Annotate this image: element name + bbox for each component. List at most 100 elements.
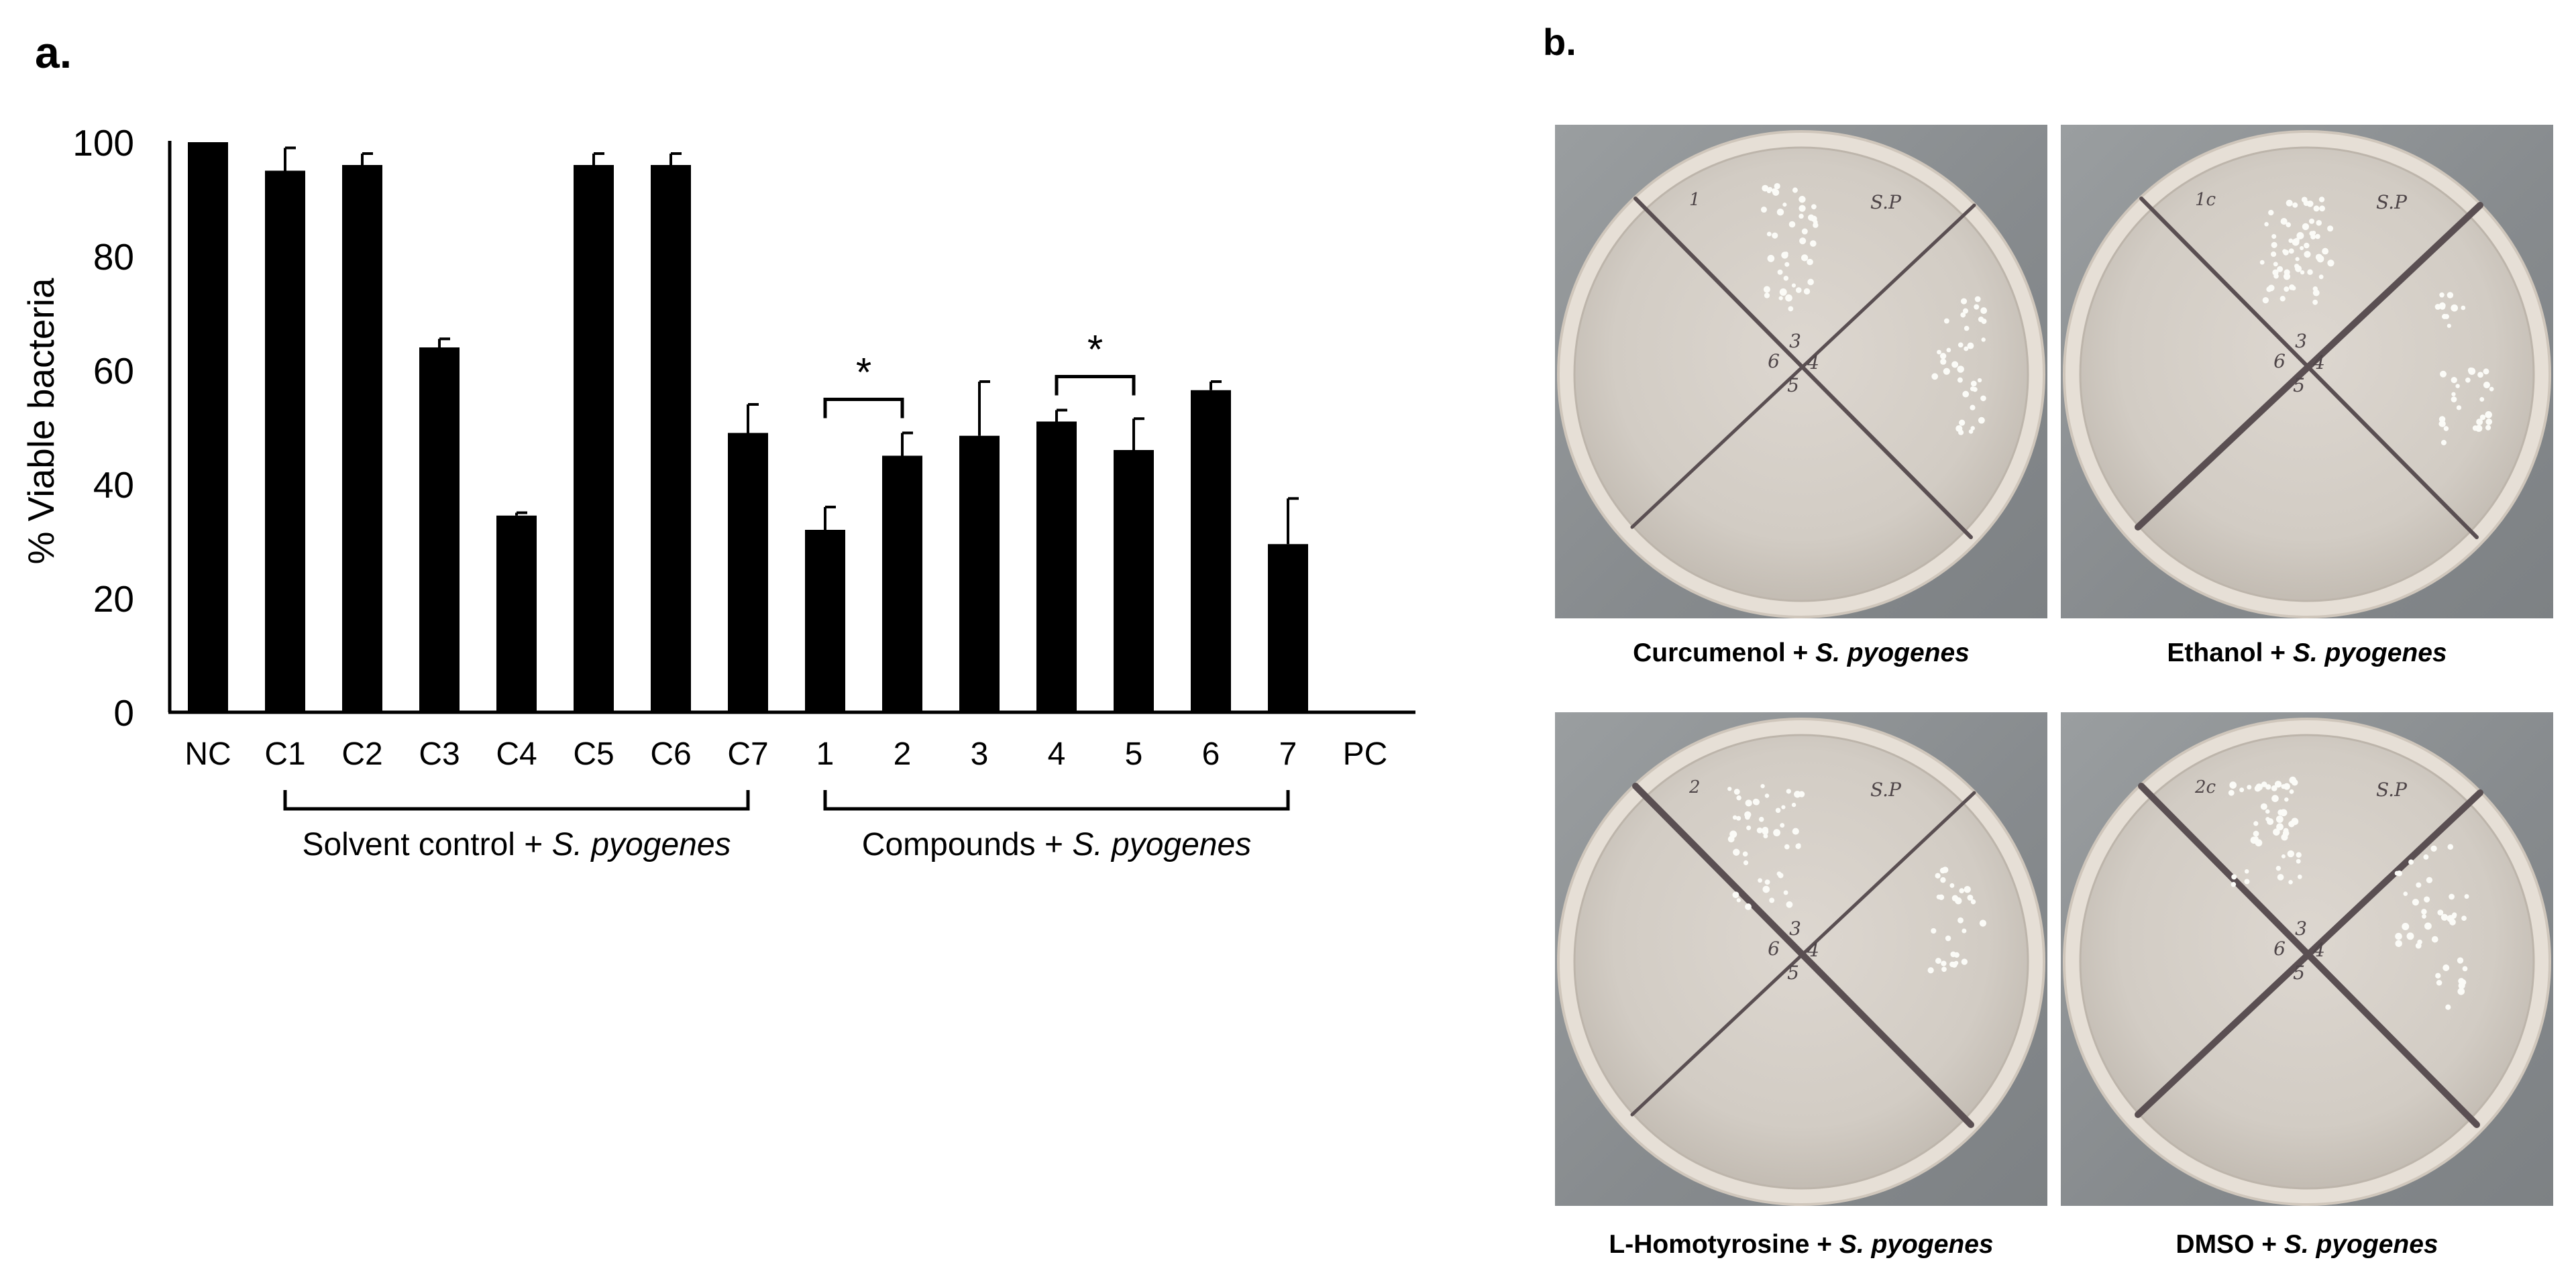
bacterial-colony bbox=[1977, 378, 1982, 383]
bacterial-colony bbox=[1807, 258, 1813, 266]
bacterial-colony bbox=[1974, 304, 1980, 310]
bacterial-colony bbox=[1777, 269, 1783, 275]
bacterial-colony bbox=[2274, 781, 2282, 788]
bacterial-colony bbox=[2437, 909, 2444, 915]
bacterial-colony bbox=[2247, 785, 2252, 790]
plate-photo-dmso: 2c S.P 3 4 5 6 bbox=[2061, 712, 2553, 1206]
bacterial-colony bbox=[2289, 789, 2294, 794]
x-tick-label-7: 7 bbox=[1279, 736, 1297, 772]
bacterial-colony bbox=[1931, 928, 1937, 934]
plate-mark-top-left: 2c bbox=[2194, 777, 2216, 797]
bacterial-colony bbox=[2302, 223, 2310, 231]
bacterial-colony bbox=[1801, 254, 1809, 262]
bacterial-colony bbox=[2300, 245, 2304, 250]
plate-divider-line-2 bbox=[2135, 202, 2483, 531]
bacterial-colony bbox=[1779, 288, 1787, 296]
bacterial-colony bbox=[1744, 811, 1752, 818]
x-tick-label-nc: NC bbox=[184, 736, 231, 772]
bacterial-colony bbox=[2268, 209, 2274, 216]
bacterial-colony bbox=[1762, 828, 1769, 835]
bacterial-colony bbox=[2412, 899, 2419, 906]
bacterial-colony bbox=[1781, 252, 1788, 259]
bacterial-colony bbox=[1946, 347, 1951, 353]
bacterial-colony bbox=[1732, 891, 1739, 899]
bacterial-colony bbox=[2451, 377, 2457, 384]
bacterial-colony bbox=[1736, 795, 1741, 801]
bacterial-colony bbox=[1931, 373, 1939, 380]
bacterial-colony bbox=[2458, 978, 2465, 985]
bacterial-colony bbox=[1743, 860, 1749, 866]
bacterial-colony bbox=[1780, 823, 1785, 828]
bacterial-colony bbox=[2283, 249, 2289, 256]
bacterial-colony bbox=[2316, 255, 2324, 263]
bacterial-colony bbox=[2294, 237, 2300, 243]
bacterial-colony bbox=[1732, 815, 1737, 820]
bacterial-colony bbox=[2423, 854, 2429, 860]
bacterial-colony bbox=[2277, 266, 2284, 272]
plate-divider-line-2 bbox=[2135, 789, 2483, 1118]
bacterial-colony bbox=[1964, 885, 1971, 893]
bacterial-colony bbox=[1758, 878, 1762, 883]
bacterial-colony bbox=[2307, 269, 2313, 275]
bacterial-colony bbox=[2295, 257, 2300, 262]
bacterial-colony bbox=[2479, 414, 2486, 421]
bacterial-colony bbox=[1941, 867, 1949, 873]
bacterial-colony bbox=[2288, 820, 2295, 828]
bacterial-colony bbox=[2275, 815, 2284, 823]
bacterial-colony bbox=[2440, 439, 2447, 445]
bacterial-colony bbox=[2443, 426, 2449, 431]
group-label-2: Compounds + S. pyogenes bbox=[862, 827, 1251, 862]
bacterial-colony bbox=[2430, 845, 2437, 852]
bacterial-colony bbox=[2327, 260, 2334, 267]
bacterial-colony bbox=[1801, 228, 1808, 235]
bacterial-colony bbox=[2239, 787, 2245, 793]
bacterial-colony bbox=[2447, 844, 2453, 850]
bacterial-colony bbox=[2244, 869, 2249, 874]
bacterial-colony bbox=[2264, 222, 2269, 227]
bacterial-colony bbox=[1778, 873, 1784, 879]
bacterial-colony bbox=[2253, 821, 2259, 826]
bacterial-colony bbox=[1769, 897, 1775, 903]
bacterial-colony bbox=[1981, 337, 1986, 342]
bacterial-colony bbox=[1970, 386, 1975, 392]
bacterial-colony bbox=[1764, 879, 1770, 885]
bacterial-colony bbox=[2426, 877, 2433, 883]
bacterial-colony bbox=[2443, 964, 2450, 972]
bacterial-colony bbox=[2315, 233, 2320, 239]
bacterial-colony bbox=[1962, 928, 1967, 934]
agar-surface bbox=[1573, 734, 2029, 1190]
bacterial-colony bbox=[1958, 429, 1964, 435]
plate-photo-ethanol: 1c S.P 3 4 5 6 bbox=[2061, 125, 2553, 618]
y-tick-label-80: 80 bbox=[93, 236, 134, 278]
bacterial-colony bbox=[2296, 852, 2302, 858]
y-tick-label-20: 20 bbox=[93, 578, 134, 620]
bacterial-colony bbox=[2306, 200, 2314, 207]
bacterial-colony bbox=[2284, 286, 2290, 292]
bacterial-colony bbox=[2297, 875, 2302, 879]
bacterial-colony bbox=[1760, 783, 1765, 789]
bacterial-colony bbox=[1745, 799, 1752, 807]
bacterial-colony bbox=[2483, 368, 2489, 375]
bacterial-colony bbox=[2255, 783, 2263, 791]
bacterial-colony bbox=[2304, 242, 2310, 249]
bacterial-colony bbox=[2462, 966, 2468, 972]
x-tick-label-c3: C3 bbox=[419, 736, 460, 772]
bacterial-colony bbox=[2271, 233, 2277, 239]
bacterial-colony bbox=[2435, 972, 2441, 979]
panel-b-label: b. bbox=[1543, 21, 1576, 63]
bacterial-colony bbox=[2267, 818, 2274, 826]
y-tick-label-40: 40 bbox=[93, 464, 134, 506]
bacterial-colony bbox=[1959, 419, 1966, 426]
bacterial-colony bbox=[2468, 368, 2476, 375]
bacterial-colony bbox=[1799, 237, 1807, 245]
bacterial-colony bbox=[1746, 825, 1752, 830]
bacterial-colony bbox=[1813, 222, 1819, 228]
bacterial-colony bbox=[2439, 292, 2445, 298]
group-bracket-1 bbox=[283, 790, 750, 811]
bacterial-colony bbox=[1736, 816, 1741, 821]
bacterial-colony bbox=[1960, 298, 1968, 304]
bacterial-colony bbox=[2451, 304, 2459, 312]
x-tick-label-3: 3 bbox=[971, 736, 989, 772]
plate-mark-center-6: 6 bbox=[2273, 350, 2286, 372]
bacterial-colony bbox=[2296, 231, 2304, 239]
